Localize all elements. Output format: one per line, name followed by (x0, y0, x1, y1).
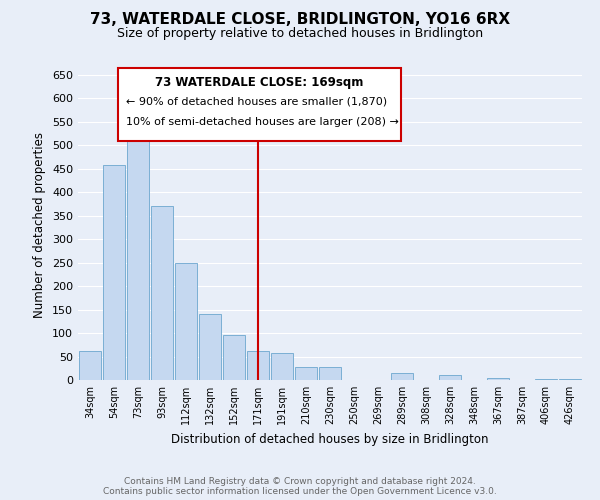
Bar (295, 368, 317, 380)
Text: 73 WATERDALE CLOSE: 169sqm: 73 WATERDALE CLOSE: 169sqm (155, 76, 364, 89)
Bar (559, 379, 581, 380)
Bar (151, 206, 173, 380)
Bar (535, 378, 557, 380)
Bar (271, 353, 293, 380)
Bar (175, 262, 197, 380)
Bar (247, 351, 269, 380)
Bar (223, 336, 245, 380)
Bar (439, 376, 461, 380)
Bar (487, 378, 509, 380)
FancyBboxPatch shape (118, 68, 401, 142)
Text: 10% of semi-detached houses are larger (208) →: 10% of semi-detached houses are larger (… (126, 116, 399, 126)
Text: 73, WATERDALE CLOSE, BRIDLINGTON, YO16 6RX: 73, WATERDALE CLOSE, BRIDLINGTON, YO16 6… (90, 12, 510, 28)
X-axis label: Distribution of detached houses by size in Bridlington: Distribution of detached houses by size … (171, 432, 489, 446)
Text: ← 90% of detached houses are smaller (1,870): ← 90% of detached houses are smaller (1,… (126, 96, 387, 106)
Text: Size of property relative to detached houses in Bridlington: Size of property relative to detached ho… (117, 28, 483, 40)
Text: Contains public sector information licensed under the Open Government Licence v3: Contains public sector information licen… (103, 487, 497, 496)
Bar (127, 136, 149, 380)
Bar (391, 374, 413, 380)
Text: Contains HM Land Registry data © Crown copyright and database right 2024.: Contains HM Land Registry data © Crown c… (124, 477, 476, 486)
Bar (79, 351, 101, 380)
Bar (319, 367, 341, 380)
Bar (199, 314, 221, 380)
Y-axis label: Number of detached properties: Number of detached properties (34, 132, 46, 318)
Bar (103, 166, 125, 380)
